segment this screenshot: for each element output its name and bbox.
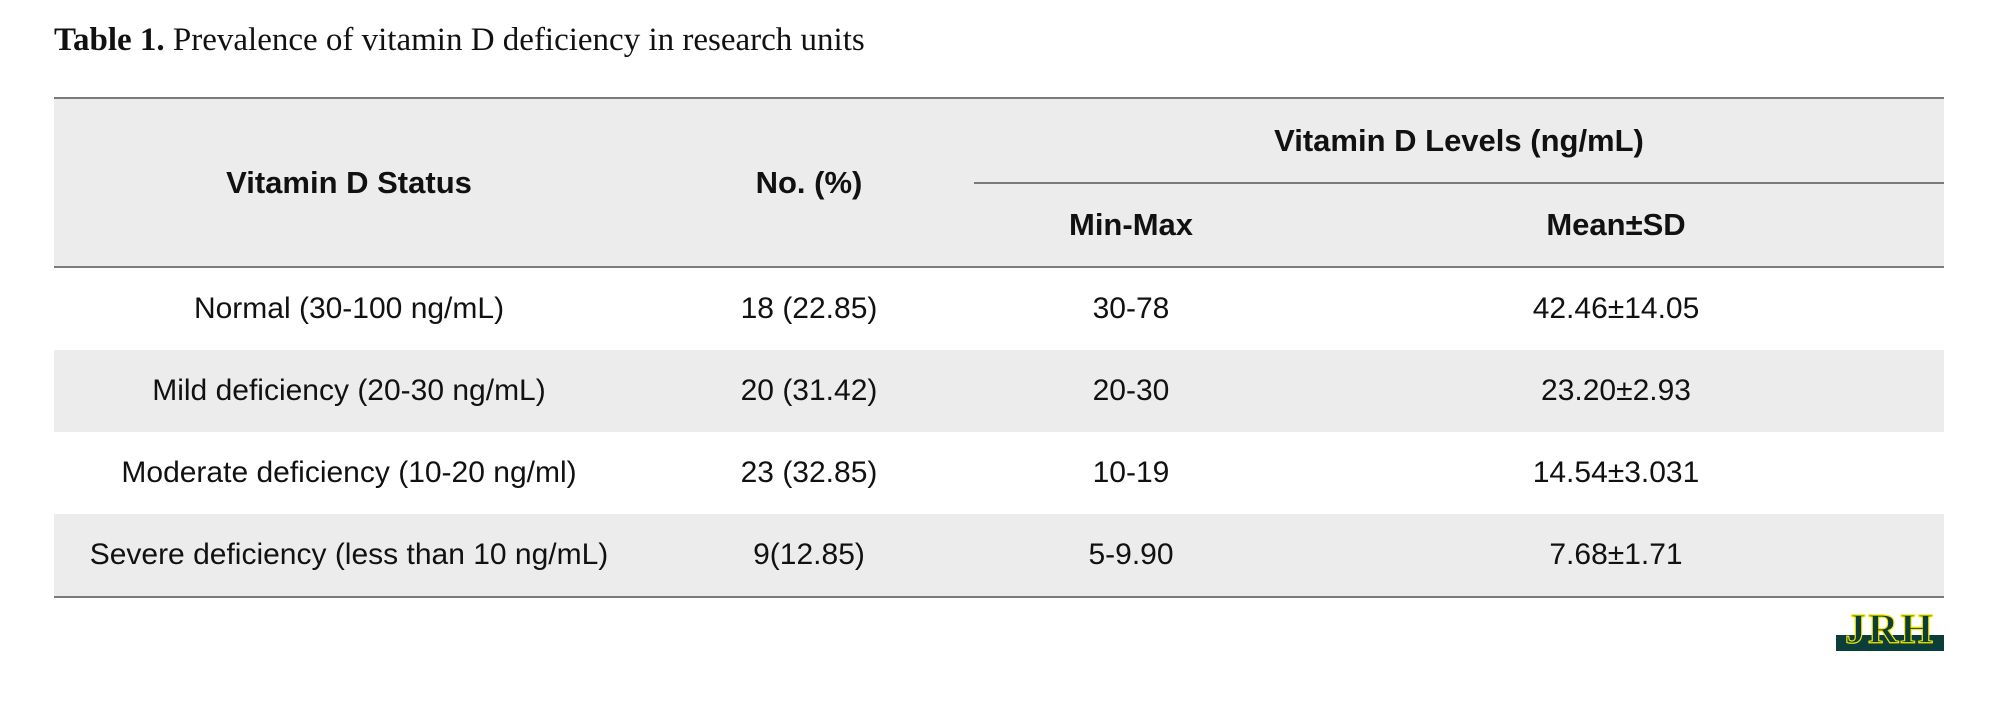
table-row: Severe deficiency (less than 10 ng/mL) 9…: [54, 514, 1944, 598]
cell-mean-sd: 7.68±1.71: [1288, 514, 1944, 598]
cell-status: Severe deficiency (less than 10 ng/mL): [54, 514, 644, 598]
cell-count: 9(12.85): [644, 514, 974, 598]
header-levels-group: Vitamin D Levels (ng/mL): [974, 97, 1944, 184]
table-caption: Table 1. Prevalence of vitamin D deficie…: [54, 22, 865, 59]
cell-count: 18 (22.85): [740, 292, 878, 325]
cell-status: Normal (30-100 ng/mL): [193, 292, 505, 325]
header-count: No. (%): [644, 97, 974, 268]
jrh-logo: JRH: [1836, 611, 1944, 651]
cell-count: 20 (31.42): [644, 350, 974, 432]
header-mean-sd: Mean±SD: [1288, 183, 1944, 268]
cell-min-max: 20-30: [974, 350, 1288, 432]
caption-text: Prevalence of vitamin D deficiency in re…: [164, 22, 865, 58]
cell-mean-sd: 42.46±14.05: [1532, 292, 1700, 325]
table-row: Normal (30-100 ng/mL) 18 (22.85) 30-78 4…: [54, 267, 1944, 350]
cell-min-max: 5-9.90: [974, 514, 1288, 598]
logo-band: [1836, 635, 1944, 651]
cell-status: Moderate deficiency (10-20 ng/ml): [121, 456, 577, 489]
header-status: Vitamin D Status: [54, 97, 644, 268]
header-min-max: Min-Max: [974, 183, 1288, 268]
cell-min-max: 30-78: [1092, 292, 1170, 325]
table-row: Mild deficiency (20-30 ng/mL) 20 (31.42)…: [54, 350, 1944, 432]
vitamin-d-table: Vitamin D Status No. (%) Vitamin D Level…: [54, 97, 1944, 598]
cell-count: 23 (32.85): [740, 456, 878, 489]
cell-mean-sd: 23.20±2.93: [1288, 350, 1944, 432]
caption-label: Table 1.: [54, 22, 165, 58]
logo-text: JRH: [1845, 611, 1935, 651]
cell-min-max: 10-19: [1092, 456, 1170, 489]
table-row: Moderate deficiency (10-20 ng/ml) 23 (32…: [54, 432, 1944, 514]
cell-status: Mild deficiency (20-30 ng/mL): [54, 350, 644, 432]
cell-mean-sd: 14.54±3.031: [1532, 456, 1700, 489]
